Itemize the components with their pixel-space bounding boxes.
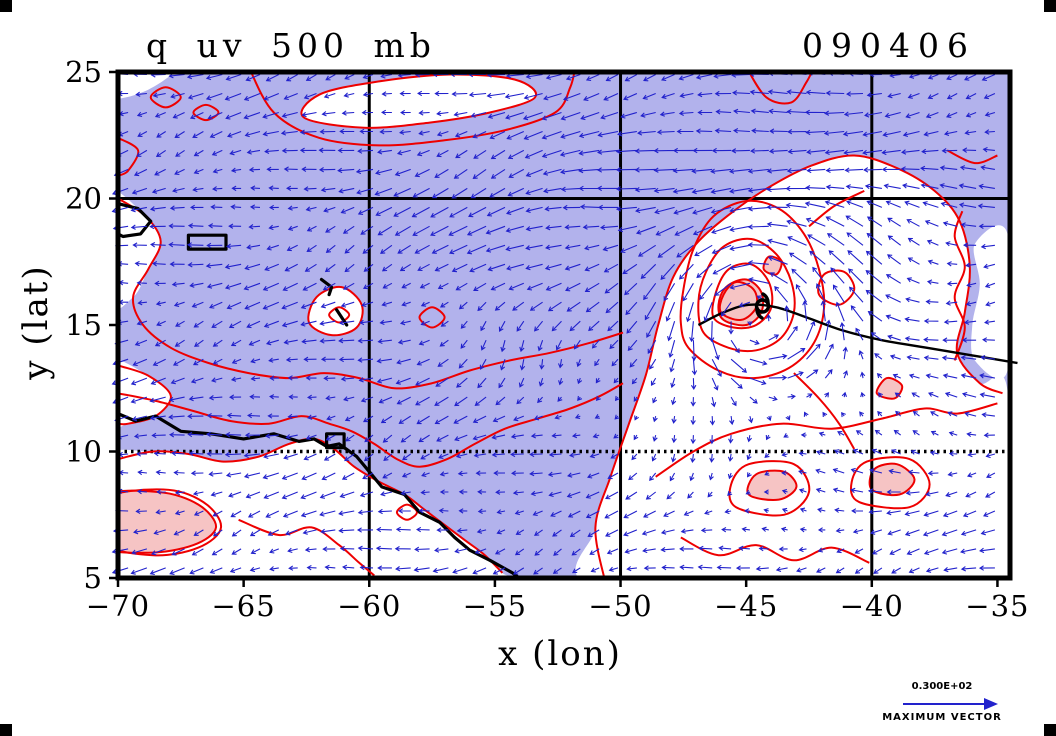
- legend-arrowhead-icon: [984, 698, 998, 710]
- y-tick-label: 5: [84, 561, 102, 595]
- contour-storm-ring-4: [718, 280, 759, 322]
- corner-mark: [0, 0, 12, 12]
- y-tick-label: 25: [65, 55, 102, 89]
- x-tick-label: −65: [211, 589, 275, 623]
- contour-top-outer: [250, 72, 576, 147]
- x-tick-label: −35: [965, 589, 1029, 623]
- humidity-contours: [118, 72, 1003, 578]
- contour-east-boundary: [594, 154, 1003, 578]
- shade-region-left-strip: [118, 359, 171, 429]
- contour-central-dot: [328, 306, 351, 324]
- contour-topleft-ring-b: [192, 103, 220, 122]
- shade-region-bottomright-a: [746, 469, 798, 501]
- y-tick-label: 20: [65, 182, 102, 216]
- tropical-cyclone-icon: [754, 292, 771, 320]
- contour-small-ring-a: [395, 503, 419, 521]
- contour-center-ring: [418, 306, 446, 329]
- corner-mark: [0, 724, 12, 736]
- contour-storm-ring-1: [679, 199, 826, 380]
- contour-right-edge-wiggle: [953, 210, 966, 361]
- contour-topleft-ring-a: [149, 86, 182, 109]
- corner-mark: [1044, 0, 1056, 12]
- contour-mid-parallel: [118, 382, 624, 468]
- max-vector-value: 0.300E+02: [911, 681, 973, 692]
- contour-central-patch-ring: [307, 285, 364, 337]
- storm-track: [697, 303, 1018, 365]
- plot-title: q uv 500 mb: [146, 26, 436, 65]
- contour-bottomright-wiggle: [680, 536, 870, 564]
- contour-storm-ring-2: [697, 237, 796, 353]
- contour-bottomright-ring-b: [849, 456, 931, 510]
- x-tick-label: −50: [588, 589, 652, 623]
- axis-ticks: [109, 70, 999, 587]
- shade-region-topleft-corner: [118, 72, 175, 99]
- contour-topleft-edge-wiggle: [118, 136, 140, 177]
- contour-bottomright-ring-a: [728, 460, 811, 517]
- x-tick-label: −40: [840, 589, 904, 623]
- x-tick-label: −55: [463, 589, 527, 623]
- x-tick-label: −60: [337, 589, 401, 623]
- contour-left-strip-edge: [118, 364, 172, 426]
- y-tick-label: 15: [65, 308, 102, 342]
- y-axis-label: y (lat): [16, 264, 56, 380]
- contour-sw-boundary: [118, 437, 504, 574]
- contour-topright-wiggle: [946, 149, 998, 165]
- coast-antilles-dash-1: [319, 277, 334, 297]
- corner-mark: [1044, 724, 1056, 736]
- shade-region-right-edge-strip: [971, 225, 1010, 379]
- y-tick-labels: 5 10 15 20 25: [65, 55, 102, 595]
- x-tick-label: −70: [86, 589, 150, 623]
- contour-mid-separator: [655, 402, 998, 478]
- contour-top-right-dip: [747, 72, 813, 105]
- field-shading: [118, 72, 1010, 578]
- x-tick-label: −45: [714, 589, 778, 623]
- y-tick-label: 10: [65, 435, 102, 469]
- max-vector-caption: MAXIMUM VECTOR: [882, 712, 1002, 723]
- contour-top-blob-ring: [300, 73, 538, 129]
- coast-south-america: [118, 412, 522, 578]
- contour-storm-ring-3: [711, 262, 774, 330]
- x-axis-label: x (lon): [498, 634, 622, 674]
- x-tick-labels: −70 −65 −60 −55 −50 −45 −40 −35: [86, 589, 1029, 623]
- run-date: 090406: [802, 26, 976, 65]
- contour-sw-inner-wiggle: [238, 518, 375, 577]
- contour-storm-arm-se: [793, 372, 856, 450]
